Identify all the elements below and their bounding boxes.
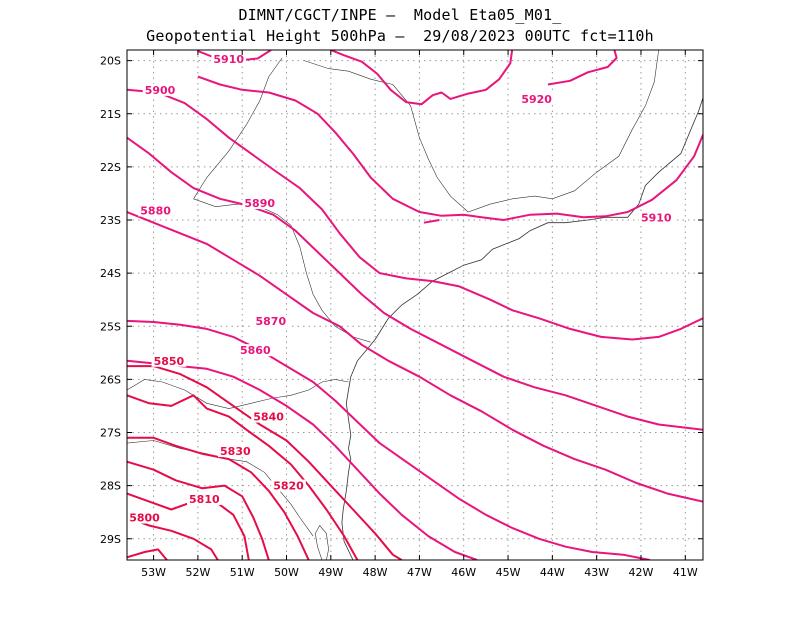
contour-5800 (127, 516, 219, 560)
state-border (127, 379, 349, 409)
coastlines-and-borders (127, 50, 703, 560)
lon-tick-label: 45W (496, 566, 521, 579)
contour-label-5850: 5850 (154, 355, 185, 368)
contour-5920 (330, 50, 514, 106)
lon-tick-label: 43W (584, 566, 609, 579)
lat-tick-label: 23S (100, 214, 121, 227)
lat-tick-label: 28S (100, 480, 121, 493)
lat-tick-label: 26S (100, 373, 121, 386)
lon-tick-label: 42W (629, 566, 654, 579)
lon-tick-label: 49W (318, 566, 343, 579)
contour-label-bg (218, 445, 253, 458)
contour-5850 (127, 365, 403, 560)
contour-5900 (127, 88, 703, 341)
contour-label-bg (237, 344, 273, 357)
lon-tick-label: 46W (451, 566, 476, 579)
contour-5840 (127, 394, 359, 560)
contour-label-bg (211, 53, 247, 66)
contour-label-bg (187, 492, 222, 505)
contour-label-5920: 5920 (521, 93, 552, 106)
grid-lines (127, 50, 703, 560)
contour-5860 (127, 359, 478, 560)
contour-label-5870: 5870 (255, 315, 286, 328)
lat-tick-label: 21S (100, 108, 121, 121)
contour-5830 (127, 436, 310, 560)
contour-5870 (127, 319, 650, 560)
state-border (193, 57, 283, 199)
contour-5910 (423, 219, 440, 224)
axis-ticks: 53W 52W 51W 50W 49W 48W 47W 46W 45W 44W 43W 42W 41W 2… (100, 50, 703, 579)
chart-title-line-2: Geopotential Height 500hPa – 29/08/2023 … (146, 27, 654, 45)
contour-label-bg (251, 410, 286, 423)
lat-tick-label: 25S (100, 320, 121, 333)
contour-5880 (127, 211, 703, 503)
contour-label-bg (271, 479, 306, 492)
contour-label-5830: 5830 (220, 445, 251, 458)
lon-tick-label: 41W (673, 566, 698, 579)
contour-label-5880: 5880 (140, 204, 171, 217)
contour-label-5900: 5900 (145, 84, 176, 97)
contour-label-bg (138, 204, 173, 217)
lat-tick-label: 20S (100, 55, 121, 68)
contour-lines (127, 50, 703, 560)
lat-tick-label: 22S (100, 161, 121, 174)
contour-5890 (127, 136, 703, 431)
state-border (127, 440, 314, 537)
lon-tick-label: 44W (540, 566, 565, 579)
contour-labels: 5920 5910 5910 5900 5890 5880 5870 5860 5850 5840… (127, 53, 674, 525)
contour-label-5890: 5890 (244, 197, 275, 210)
chart-title-line-1: DIMNT/CGCT/INPE – Model Eta05_M01_ (238, 6, 562, 24)
lon-tick-label: 52W (185, 566, 210, 579)
lon-tick-label: 51W (230, 566, 255, 579)
contour-label-5860: 5860 (240, 344, 271, 357)
contour-label-5840: 5840 (253, 411, 284, 424)
contour-label-bg (127, 511, 162, 524)
contour-5920 (547, 50, 618, 86)
contour-label-bg (519, 92, 554, 105)
lon-tick-label: 48W (363, 566, 388, 579)
contour-label-5910: 5910 (641, 211, 672, 224)
contour-label-bg (151, 354, 187, 367)
contour-5820 (127, 460, 270, 560)
lat-tick-label: 24S (100, 267, 121, 280)
contour-5790 (127, 548, 168, 560)
contour-5910 (197, 75, 703, 221)
lat-tick-label: 29S (100, 533, 121, 546)
lon-tick-label: 47W (407, 566, 432, 579)
contour-label-5910: 5910 (213, 53, 244, 66)
coastline (341, 97, 703, 560)
contour-label-bg (142, 83, 178, 96)
lat-tick-label: 27S (100, 427, 121, 440)
contour-label-5800: 5800 (129, 512, 160, 525)
contour-label-5820: 5820 (273, 480, 304, 493)
contour-label-5810: 5810 (189, 493, 220, 506)
contour-label-bg (253, 314, 289, 327)
lagoon-outline (314, 524, 329, 560)
map-frame (126, 49, 704, 561)
state-border (193, 198, 371, 343)
contour-label-bg (638, 211, 674, 224)
contour-label-bg (242, 197, 278, 209)
lon-tick-label: 50W (274, 566, 299, 579)
lon-tick-label: 53W (141, 566, 166, 579)
state-border (304, 50, 659, 213)
